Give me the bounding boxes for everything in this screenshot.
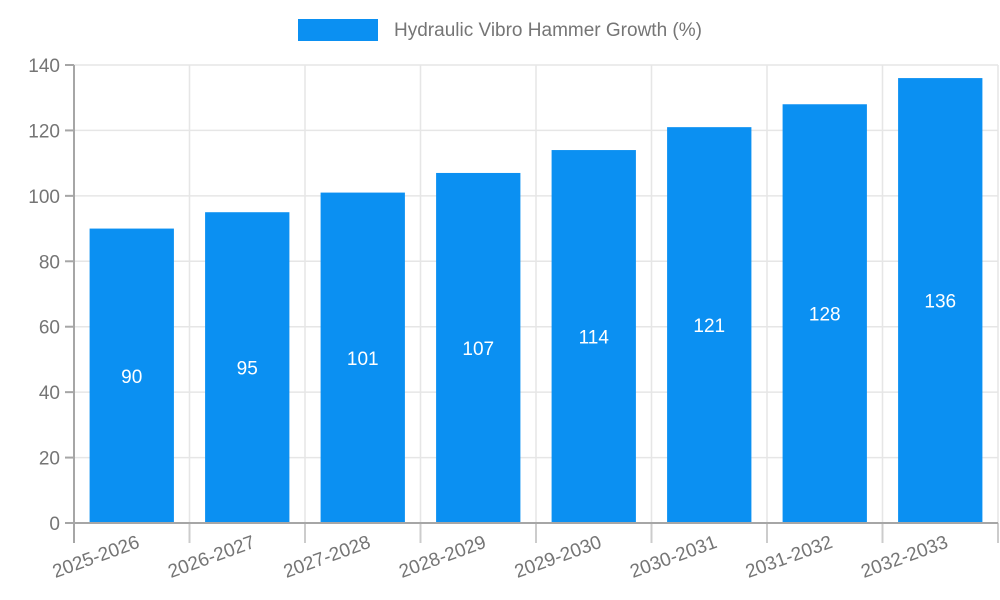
y-tick-label: 0 bbox=[49, 514, 60, 535]
x-tick-label: 2030-2031 bbox=[627, 532, 720, 583]
x-tick-label: 2027-2028 bbox=[281, 532, 374, 583]
y-tick-label: 100 bbox=[28, 187, 60, 208]
bar bbox=[205, 212, 290, 523]
legend-color-swatch bbox=[298, 19, 379, 41]
legend-item[interactable]: Hydraulic Vibro Hammer Growth (%) bbox=[298, 19, 702, 41]
legend-series-label: Hydraulic Vibro Hammer Growth (%) bbox=[394, 19, 702, 41]
bar bbox=[898, 78, 983, 523]
x-tick-label: 2026-2027 bbox=[165, 532, 258, 583]
bar bbox=[782, 104, 867, 523]
bar-value-label: 107 bbox=[462, 339, 494, 360]
bar bbox=[436, 172, 521, 523]
x-tick-label: 2029-2030 bbox=[512, 532, 605, 583]
bar-value-label: 101 bbox=[347, 349, 379, 370]
bar-value-label: 114 bbox=[579, 328, 610, 349]
bar-value-label: 121 bbox=[693, 316, 725, 337]
y-tick-label: 60 bbox=[39, 318, 60, 339]
y-tick-label: 140 bbox=[28, 56, 60, 77]
y-tick-label: 120 bbox=[28, 121, 60, 142]
bar-value-label: 128 bbox=[809, 305, 841, 326]
bar bbox=[320, 192, 405, 524]
chart-legend: Hydraulic Vibro Hammer Growth (%) bbox=[0, 19, 1000, 41]
bar bbox=[667, 127, 752, 524]
y-tick-label: 40 bbox=[39, 383, 60, 404]
bar-value-label: 95 bbox=[237, 359, 258, 380]
y-tick-label: 20 bbox=[39, 449, 60, 470]
x-tick-label: 2025-2026 bbox=[50, 532, 143, 583]
x-tick-label: 2031-2032 bbox=[743, 532, 836, 583]
bar bbox=[89, 228, 174, 524]
bar-value-label: 90 bbox=[121, 367, 142, 388]
bar bbox=[551, 150, 636, 524]
x-tick-label: 2028-2029 bbox=[396, 532, 489, 583]
y-tick-label: 80 bbox=[39, 252, 60, 273]
bar-value-label: 136 bbox=[924, 292, 956, 313]
x-tick-label: 2032-2033 bbox=[858, 532, 951, 583]
